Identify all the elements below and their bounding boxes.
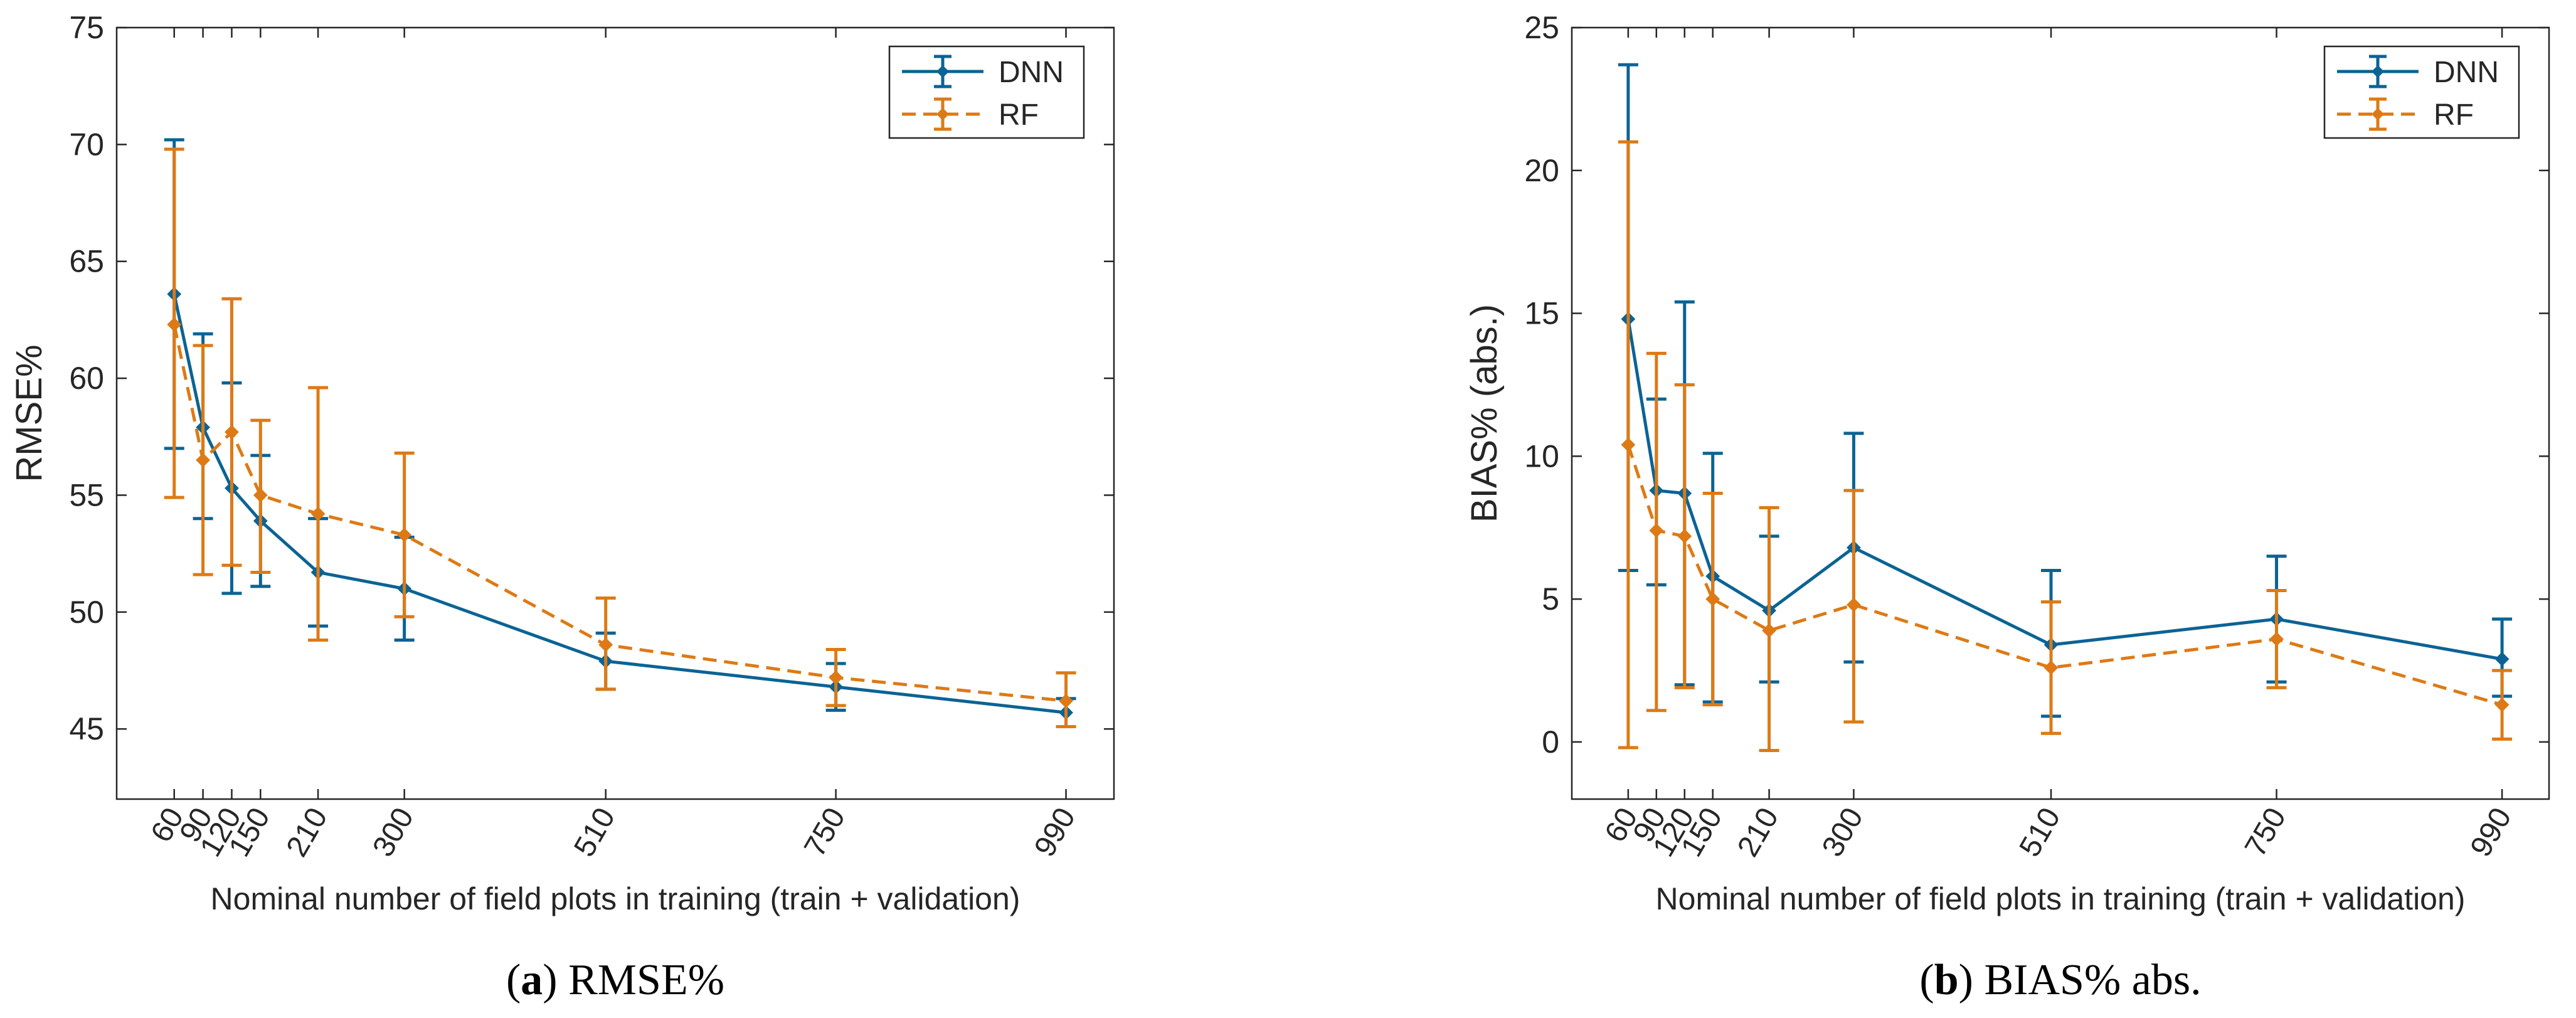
x-axis-title: Nominal number of field plots in trainin…: [211, 881, 1020, 916]
data-point: [829, 670, 844, 685]
legend-label-rf: RF: [999, 98, 1039, 132]
y-tick-label: 65: [69, 244, 104, 279]
data-point: [2494, 652, 2510, 667]
series-rf: [164, 147, 1076, 728]
caption-letter: b: [1934, 956, 1959, 1004]
data-point: [1649, 523, 1664, 538]
legend: DNN RF: [2323, 45, 2520, 139]
legend-label-dnn: DNN: [999, 56, 1064, 89]
legend: DNN RF: [888, 45, 1085, 139]
legend-label-dnn: DNN: [2434, 56, 2499, 89]
caption-paren-open: (: [1919, 956, 1934, 1004]
y-tick-label: 60: [69, 361, 104, 396]
data-point: [397, 528, 412, 543]
series-rf: [1618, 140, 2513, 753]
data-point: [225, 425, 239, 440]
axes-box: [115, 26, 1115, 800]
data-point: [1705, 591, 1720, 607]
data-point: [1762, 623, 1777, 638]
panel-caption: (b) BIAS% abs.: [1919, 956, 2201, 1004]
legend-label-rf: RF: [2434, 98, 2474, 132]
y-tick-label: 10: [1524, 438, 1559, 474]
y-tick-label: 55: [69, 477, 104, 512]
data-point: [2269, 632, 2284, 647]
caption-paren-close: ): [543, 956, 557, 1004]
caption-paren-open: (: [506, 956, 521, 1004]
y-tick-label: 25: [1524, 10, 1559, 45]
data-point: [1621, 437, 1636, 452]
y-tick-label: 70: [69, 127, 104, 162]
y-axis-title: RMSE%: [9, 344, 50, 482]
caption-letter: a: [521, 956, 543, 1004]
data-point: [1677, 529, 1692, 544]
legend-marker: [936, 108, 949, 120]
data-point: [167, 317, 182, 332]
data-point: [2043, 660, 2059, 675]
caption-text: RMSE%: [558, 956, 724, 1004]
data-point: [1059, 694, 1073, 708]
legend-marker: [2372, 65, 2384, 78]
legend-marker: [936, 65, 949, 78]
data-point: [253, 488, 268, 502]
y-tick-label: 20: [1524, 153, 1559, 188]
data-point: [196, 453, 211, 467]
data-point: [310, 506, 326, 521]
y-tick-label: 0: [1542, 724, 1559, 760]
panel-caption: (a) RMSE%: [506, 956, 724, 1004]
caption-text: BIAS% abs.: [1973, 956, 2202, 1004]
y-tick-label: 5: [1542, 581, 1559, 617]
data-point: [1847, 597, 1861, 612]
y-tick-label: 75: [69, 10, 104, 45]
y-tick-label: 15: [1524, 296, 1559, 331]
legend-box: [2323, 45, 2520, 139]
x-axis-title: Nominal number of field plots in trainin…: [1656, 881, 2466, 916]
y-tick-label: 45: [69, 711, 104, 746]
data-point: [598, 637, 613, 652]
caption-paren-close: ): [1959, 956, 1973, 1004]
legend-box: [888, 45, 1085, 139]
data-point: [2494, 697, 2510, 713]
axes-box: [1571, 26, 2550, 800]
y-tick-label: 50: [69, 595, 104, 630]
legend-marker: [2372, 108, 2384, 120]
y-axis-title: BIAS% (abs.): [1464, 304, 1505, 522]
